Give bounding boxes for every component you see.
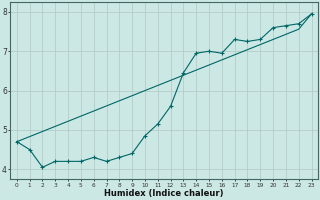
X-axis label: Humidex (Indice chaleur): Humidex (Indice chaleur) xyxy=(104,189,224,198)
